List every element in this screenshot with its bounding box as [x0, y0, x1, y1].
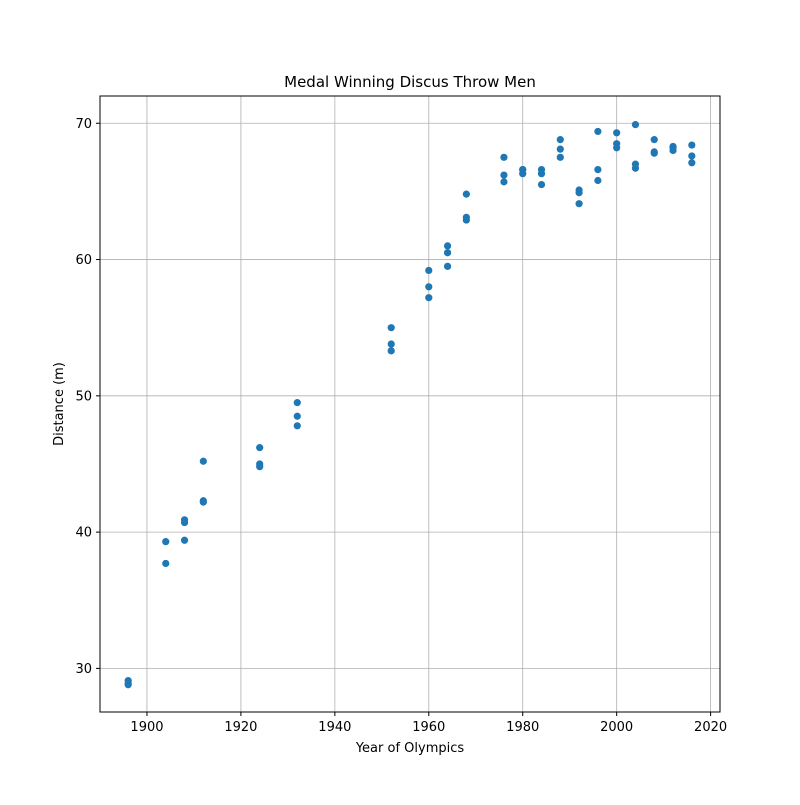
grid-layer	[100, 96, 720, 712]
data-point	[594, 176, 602, 185]
data-point	[500, 153, 508, 161]
data-point	[387, 347, 395, 355]
x-tick-label: 1920	[224, 720, 257, 735]
data-point	[556, 153, 564, 161]
data-point	[162, 538, 170, 546]
x-tick-label: 1940	[318, 720, 351, 735]
x-tick-label: 1980	[506, 720, 539, 735]
data-point	[462, 216, 470, 224]
ticks-layer: 1900 1920 1940 1960 1980 2000 2020 30 40 50 60 70	[75, 117, 727, 735]
data-point	[575, 200, 583, 208]
data-point	[180, 518, 189, 527]
data-point	[537, 180, 546, 189]
data-point	[500, 178, 508, 186]
data-point	[556, 145, 564, 153]
data-point	[594, 127, 602, 136]
data-point	[575, 189, 583, 197]
data-point	[594, 165, 602, 174]
data-point	[256, 444, 264, 452]
data-point	[537, 170, 546, 178]
data-point	[688, 141, 696, 149]
data-point	[425, 283, 433, 291]
y-tick-label: 30	[75, 662, 92, 677]
plot-area-frame	[99, 95, 721, 713]
x-tick-label: 2020	[694, 720, 727, 735]
data-point	[293, 422, 301, 430]
y-tick-label: 50	[75, 389, 92, 404]
chart-title: Medal Winning Discus Throw Men	[284, 73, 536, 91]
data-point	[162, 559, 170, 568]
data-point	[387, 324, 395, 332]
data-point	[462, 190, 470, 198]
x-tick-label: 1900	[130, 720, 163, 735]
data-point	[425, 294, 433, 302]
data-point	[631, 121, 640, 129]
data-point	[519, 170, 527, 178]
data-point	[443, 242, 452, 250]
data-point	[500, 171, 508, 179]
data-point	[443, 262, 452, 270]
data-point	[650, 149, 658, 157]
data-point	[650, 136, 658, 144]
y-tick-label: 40	[75, 526, 92, 541]
data-point	[293, 412, 301, 420]
x-axis-label: Year of Olympics	[355, 741, 465, 756]
data-point	[443, 249, 452, 257]
data-point	[688, 152, 696, 160]
data-point	[293, 399, 301, 407]
data-point	[124, 681, 132, 689]
data-point	[669, 146, 677, 155]
data-point	[199, 457, 207, 465]
data-point	[180, 536, 189, 544]
data-point	[425, 266, 433, 275]
data-point	[387, 340, 395, 348]
x-tick-label: 1960	[412, 720, 445, 735]
y-tick-label: 70	[75, 117, 92, 132]
points-layer	[124, 121, 696, 689]
y-tick-label: 60	[75, 253, 92, 268]
data-point	[688, 159, 696, 167]
data-point	[613, 129, 621, 137]
x-tick-label: 2000	[600, 720, 633, 735]
data-point	[199, 498, 207, 506]
data-point	[256, 463, 264, 471]
data-point	[613, 144, 621, 152]
data-point	[556, 136, 564, 144]
y-axis-label: Distance (m)	[52, 362, 67, 446]
data-point	[631, 164, 640, 172]
